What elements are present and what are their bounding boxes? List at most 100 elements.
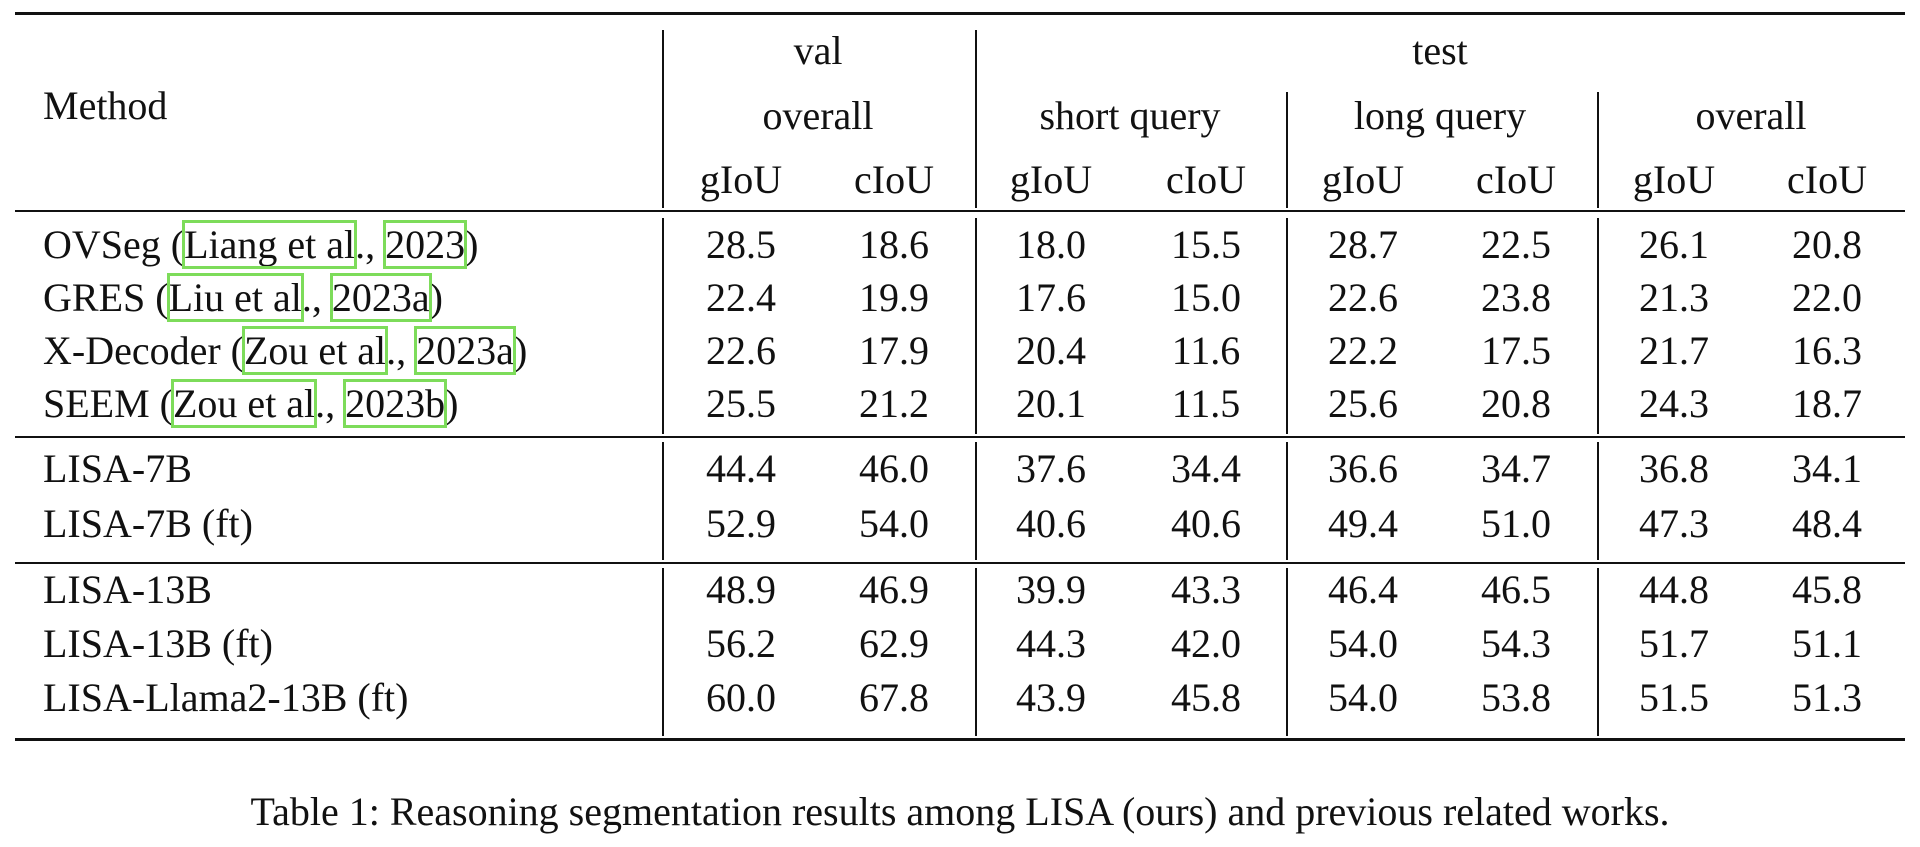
metric-header: cIoU — [1166, 157, 1246, 202]
column-separator — [1597, 218, 1599, 434]
method-text: OVSeg ( — [43, 222, 185, 267]
value-cell: 60.0 — [706, 675, 776, 720]
column-separator — [975, 442, 977, 560]
value-cell: 17.9 — [859, 328, 929, 373]
method-cell: SEEM (Zou et al., 2023b) — [43, 379, 459, 428]
value-cell: 25.6 — [1328, 381, 1398, 426]
bottom-rule — [15, 738, 1905, 741]
method-text: X-Decoder ( — [43, 328, 244, 373]
value-cell: 46.4 — [1328, 567, 1398, 612]
column-separator — [1286, 568, 1288, 736]
value-cell: 18.0 — [1016, 222, 1086, 267]
value-cell: 26.1 — [1639, 222, 1709, 267]
citation-link: Zou et al — [241, 326, 389, 375]
value-cell: 48.9 — [706, 567, 776, 612]
citation-link: Zou et al — [170, 379, 318, 428]
value-cell: 53.8 — [1481, 675, 1551, 720]
value-cell: 21.7 — [1639, 328, 1709, 373]
group-header: val — [793, 28, 843, 73]
method-cell: LISA-Llama2-13B (ft) — [43, 674, 408, 722]
value-cell: 22.4 — [706, 275, 776, 320]
method-text: LISA-13B — [43, 567, 212, 612]
column-separator — [1597, 442, 1599, 560]
citation-link: Liu et al — [166, 273, 304, 322]
citation-link: 2023b — [343, 379, 448, 428]
method-text: ) — [445, 381, 459, 426]
value-cell: 22.6 — [1328, 275, 1398, 320]
value-cell: 46.9 — [859, 567, 929, 612]
value-cell: 22.5 — [1481, 222, 1551, 267]
value-cell: 22.2 — [1328, 328, 1398, 373]
column-separator — [1286, 442, 1288, 560]
method-text: ., — [355, 222, 386, 267]
value-cell: 51.0 — [1481, 501, 1551, 546]
column-separator — [975, 30, 977, 208]
value-cell: 51.7 — [1639, 621, 1709, 666]
value-cell: 42.0 — [1171, 621, 1241, 666]
method-text: ., — [386, 328, 417, 373]
section-rule — [15, 562, 1905, 564]
value-cell: 20.1 — [1016, 381, 1086, 426]
metric-header: cIoU — [854, 157, 934, 202]
value-cell: 44.3 — [1016, 621, 1086, 666]
column-separator — [1597, 92, 1599, 208]
value-cell: 11.5 — [1171, 381, 1241, 426]
group-header: test — [1412, 28, 1468, 73]
value-cell: 20.8 — [1481, 381, 1551, 426]
metric-header: cIoU — [1787, 157, 1867, 202]
method-text: ., — [301, 275, 332, 320]
value-cell: 36.8 — [1639, 446, 1709, 491]
value-cell: 43.3 — [1171, 567, 1241, 612]
value-cell: 21.3 — [1639, 275, 1709, 320]
value-cell: 15.0 — [1171, 275, 1241, 320]
method-cell: LISA-13B — [43, 566, 212, 614]
value-cell: 28.5 — [706, 222, 776, 267]
value-cell: 20.4 — [1016, 328, 1086, 373]
column-separator — [975, 568, 977, 736]
column-separator — [662, 218, 664, 434]
value-cell: 34.7 — [1481, 446, 1551, 491]
method-text: LISA-Llama2-13B (ft) — [43, 675, 409, 720]
method-text: SEEM ( — [43, 381, 173, 426]
header-rule — [15, 210, 1905, 212]
value-cell: 17.6 — [1016, 275, 1086, 320]
subgroup-header: overall — [1695, 93, 1807, 138]
value-cell: 18.7 — [1792, 381, 1862, 426]
value-cell: 16.3 — [1792, 328, 1862, 373]
value-cell: 17.5 — [1481, 328, 1551, 373]
method-cell: LISA-7B — [43, 445, 192, 493]
value-cell: 43.9 — [1016, 675, 1086, 720]
value-cell: 45.8 — [1171, 675, 1241, 720]
method-cell: X-Decoder (Zou et al., 2023a) — [43, 326, 527, 375]
value-cell: 36.6 — [1328, 446, 1398, 491]
value-cell: 54.0 — [1328, 675, 1398, 720]
column-separator — [662, 442, 664, 560]
value-cell: 62.9 — [859, 621, 929, 666]
value-cell: 51.1 — [1792, 621, 1862, 666]
column-separator — [662, 568, 664, 736]
subgroup-header: long query — [1353, 93, 1527, 138]
method-text: LISA-13B (ft) — [43, 621, 273, 666]
value-cell: 52.9 — [706, 501, 776, 546]
method-text: LISA-7B (ft) — [43, 501, 253, 546]
method-text: ) — [429, 275, 443, 320]
value-cell: 24.3 — [1639, 381, 1709, 426]
value-cell: 49.4 — [1328, 501, 1398, 546]
value-cell: 28.7 — [1328, 222, 1398, 267]
method-text: ) — [465, 222, 479, 267]
value-cell: 34.1 — [1792, 446, 1862, 491]
citation-link: Liang et al — [182, 220, 358, 269]
value-cell: 40.6 — [1171, 501, 1241, 546]
value-cell: 20.8 — [1792, 222, 1862, 267]
caption: Table 1: Reasoning segmentation results … — [250, 789, 1670, 834]
value-cell: 54.3 — [1481, 621, 1551, 666]
value-cell: 40.6 — [1016, 501, 1086, 546]
value-cell: 22.6 — [706, 328, 776, 373]
value-cell: 48.4 — [1792, 501, 1862, 546]
metric-header: gIoU — [1321, 157, 1405, 202]
column-separator — [975, 218, 977, 434]
value-cell: 23.8 — [1481, 275, 1551, 320]
column-separator — [662, 30, 664, 208]
method-header: Method — [43, 83, 168, 128]
metric-header: gIoU — [1009, 157, 1093, 202]
